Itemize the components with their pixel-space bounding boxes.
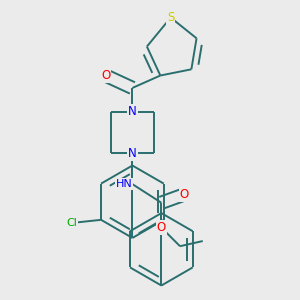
Text: O: O bbox=[101, 69, 110, 82]
Text: S: S bbox=[167, 11, 174, 24]
Text: Cl: Cl bbox=[67, 218, 77, 228]
Text: N: N bbox=[128, 105, 137, 118]
Text: N: N bbox=[128, 147, 137, 160]
Text: HN: HN bbox=[116, 179, 132, 189]
Text: O: O bbox=[157, 221, 166, 234]
Text: O: O bbox=[179, 188, 189, 201]
